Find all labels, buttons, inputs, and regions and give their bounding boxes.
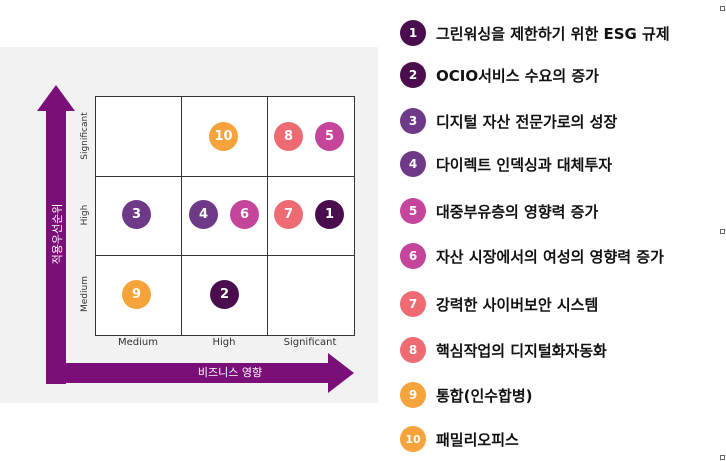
row-label-high: High xyxy=(80,204,90,226)
legend-label: 통합(인수합병) xyxy=(436,386,533,405)
grid-row-divider xyxy=(96,255,354,256)
legend-number: 7 xyxy=(400,291,426,317)
bubble-1: 1 xyxy=(315,200,344,229)
resize-handle[interactable] xyxy=(720,455,725,460)
legend-label: 패밀리오피스 xyxy=(436,430,519,449)
legend-label: 강력한 사이버보안 시스템 xyxy=(436,295,599,314)
legend-item-2: 2 OCIO서비스 수요의 증가 xyxy=(400,62,599,88)
legend-label: OCIO서비스 수요의 증가 xyxy=(436,66,599,85)
legend-item-6: 6 자산 시장에서의 여성의 영향력 증가 xyxy=(400,243,664,269)
col-label-high: High xyxy=(212,337,236,348)
legend-number: 2 xyxy=(400,62,426,88)
bubble-7: 7 xyxy=(274,200,303,229)
bubble-8: 8 xyxy=(274,122,303,151)
legend-number: 4 xyxy=(400,151,426,177)
bubble-6: 6 xyxy=(230,200,259,229)
legend-item-1: 1 그린워싱을 제한하기 위한 ESG 규제 xyxy=(400,20,670,46)
legend-label: 핵심작업의 디지털화자동화 xyxy=(436,341,607,360)
legend-label: 디지털 자산 전문가로의 성장 xyxy=(436,112,618,131)
grid-col-divider xyxy=(181,97,182,335)
bubble-10: 10 xyxy=(209,122,238,151)
legend-item-8: 8 핵심작업의 디지털화자동화 xyxy=(400,337,607,363)
x-axis-arrow-head xyxy=(328,353,354,393)
legend-label: 자산 시장에서의 여성의 영향력 증가 xyxy=(436,247,664,266)
legend-number: 6 xyxy=(400,243,426,269)
legend-item-10: 10 패밀리오피스 xyxy=(400,426,519,452)
legend-item-9: 9 통합(인수합병) xyxy=(400,382,533,408)
col-label-significant: Significant xyxy=(283,337,337,348)
resize-handle[interactable] xyxy=(720,229,725,234)
grid-row-divider xyxy=(96,176,354,177)
grid-col-divider xyxy=(267,97,268,335)
legend-item-3: 3 디지털 자산 전문가로의 성장 xyxy=(400,108,617,134)
legend-item-5: 5 대중부유층의 영향력 증가 xyxy=(400,198,598,224)
legend-number: 1 xyxy=(400,20,426,46)
bubble-3: 3 xyxy=(122,200,151,229)
bubble-2: 2 xyxy=(210,280,239,309)
row-label-significant: Significant xyxy=(80,112,90,160)
bubble-5: 5 xyxy=(315,122,344,151)
bubble-4: 4 xyxy=(189,200,218,229)
resize-handle[interactable] xyxy=(720,6,725,11)
legend-label: 다이렉트 인덱싱과 대체투자 xyxy=(436,155,613,174)
legend-number: 8 xyxy=(400,337,426,363)
legend-item-4: 4 다이렉트 인덱싱과 대체투자 xyxy=(400,151,612,177)
col-label-medium: Medium xyxy=(118,337,158,348)
legend-number: 3 xyxy=(400,108,426,134)
legend-item-7: 7 강력한 사이버보안 시스템 xyxy=(400,291,598,317)
x-axis-arrow-shaft xyxy=(46,363,330,383)
y-axis-title: 적용우선순위 xyxy=(51,203,64,265)
row-label-medium: Medium xyxy=(80,276,90,312)
bubble-9: 9 xyxy=(122,280,151,309)
legend-number: 9 xyxy=(400,382,426,408)
x-axis-title: 비즈니스 영향 xyxy=(197,366,263,379)
y-axis-arrow-head xyxy=(37,85,75,111)
legend-number: 10 xyxy=(400,426,426,452)
y-axis-arrow-shaft xyxy=(46,108,66,384)
legend-number: 5 xyxy=(400,198,426,224)
legend-label: 대중부유층의 영향력 증가 xyxy=(436,202,599,221)
legend-label: 그린워싱을 제한하기 위한 ESG 규제 xyxy=(436,24,670,43)
